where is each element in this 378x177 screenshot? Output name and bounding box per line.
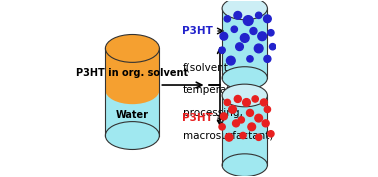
Ellipse shape — [105, 35, 160, 62]
Circle shape — [252, 96, 258, 102]
Circle shape — [236, 43, 243, 50]
Ellipse shape — [222, 67, 267, 89]
Circle shape — [264, 106, 271, 113]
Circle shape — [219, 47, 225, 53]
Circle shape — [231, 26, 237, 32]
Circle shape — [220, 32, 228, 40]
FancyBboxPatch shape — [222, 8, 267, 78]
Circle shape — [219, 124, 225, 130]
Circle shape — [229, 105, 236, 113]
FancyBboxPatch shape — [105, 48, 160, 90]
Circle shape — [226, 56, 235, 65]
Text: f(solvent,: f(solvent, — [183, 63, 232, 73]
Circle shape — [268, 30, 274, 36]
Circle shape — [260, 99, 267, 106]
Circle shape — [270, 44, 276, 50]
Circle shape — [225, 133, 233, 141]
FancyBboxPatch shape — [222, 95, 267, 165]
Circle shape — [264, 55, 271, 62]
Text: P3HT: P3HT — [182, 113, 212, 123]
Circle shape — [263, 15, 271, 23]
Circle shape — [256, 134, 262, 140]
Circle shape — [234, 12, 242, 19]
Circle shape — [246, 109, 254, 116]
Text: temperature,: temperature, — [183, 85, 252, 95]
Circle shape — [258, 32, 266, 41]
Ellipse shape — [105, 76, 160, 104]
Circle shape — [220, 113, 227, 120]
Circle shape — [250, 27, 257, 35]
Circle shape — [224, 16, 231, 22]
Text: processing,: processing, — [183, 108, 243, 118]
Circle shape — [238, 117, 245, 123]
Ellipse shape — [105, 122, 160, 150]
Circle shape — [240, 34, 249, 42]
Circle shape — [256, 12, 262, 18]
Text: P3HT in org. solvent: P3HT in org. solvent — [76, 68, 189, 78]
Circle shape — [254, 44, 263, 53]
Text: macrosurfactant): macrosurfactant) — [183, 131, 273, 141]
Ellipse shape — [222, 0, 267, 20]
Circle shape — [255, 114, 263, 122]
Circle shape — [247, 56, 253, 62]
Circle shape — [240, 132, 246, 139]
Ellipse shape — [222, 84, 267, 107]
Text: Water: Water — [116, 110, 149, 120]
FancyBboxPatch shape — [105, 90, 160, 136]
Circle shape — [234, 95, 241, 102]
Ellipse shape — [105, 76, 160, 104]
Circle shape — [232, 120, 240, 127]
Circle shape — [268, 131, 274, 137]
Circle shape — [248, 123, 256, 131]
Circle shape — [224, 99, 231, 105]
Circle shape — [243, 99, 250, 106]
Ellipse shape — [222, 154, 267, 176]
Circle shape — [243, 16, 253, 25]
Circle shape — [262, 120, 269, 127]
Text: P3HT: P3HT — [182, 26, 212, 36]
